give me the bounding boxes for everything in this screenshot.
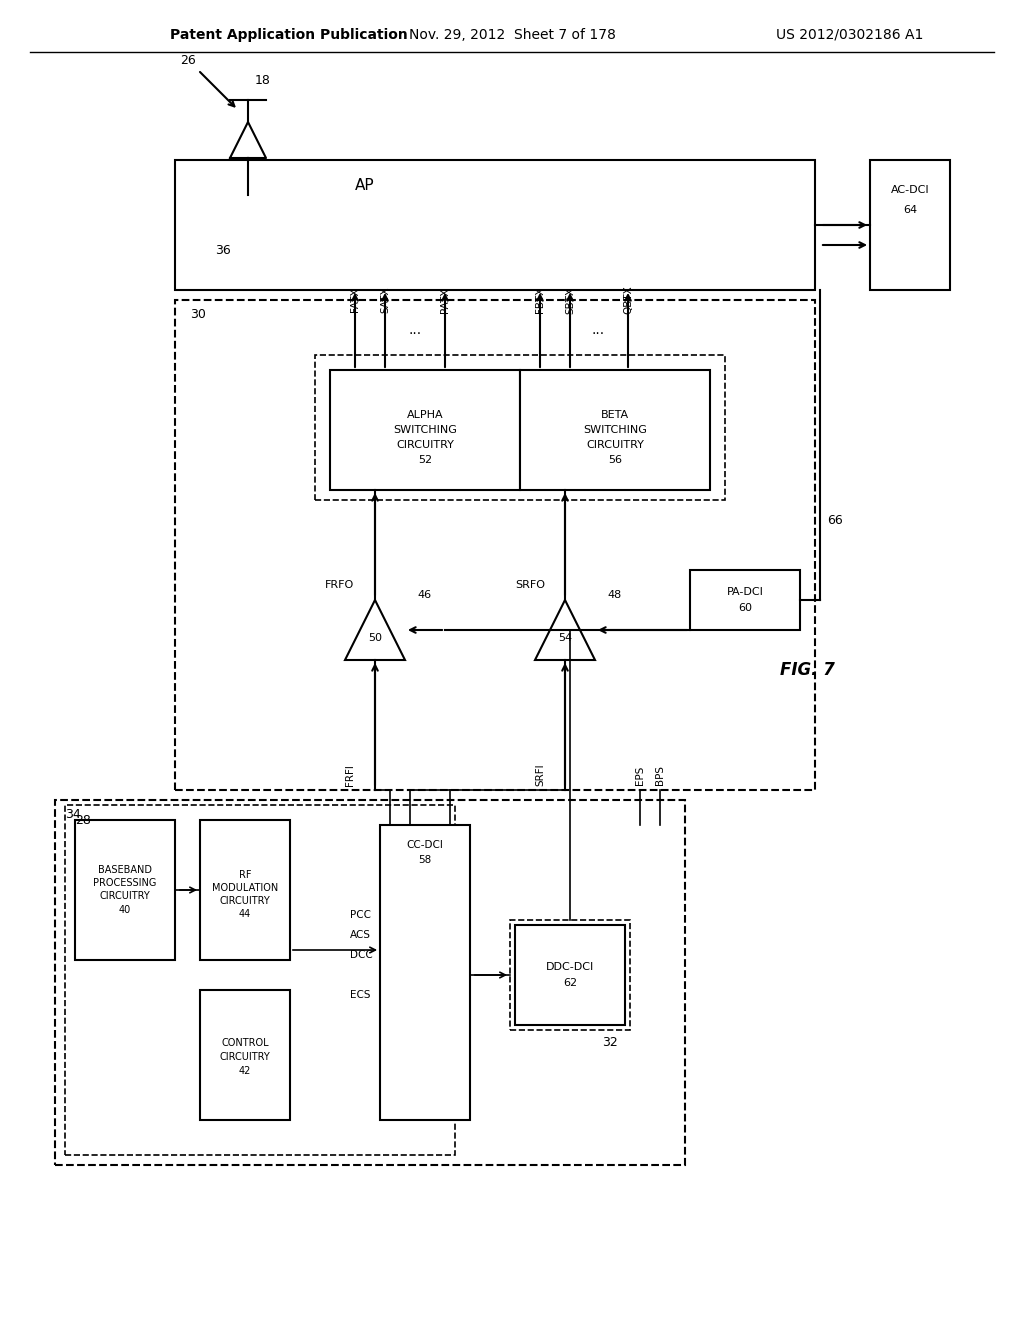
- Text: ...: ...: [409, 323, 422, 337]
- Text: 42: 42: [239, 1067, 251, 1076]
- Text: 32: 32: [602, 1035, 617, 1048]
- Bar: [330, 370, 520, 490]
- Text: EPS: EPS: [635, 766, 645, 784]
- Text: 40: 40: [119, 906, 131, 915]
- Text: AC-DCI: AC-DCI: [891, 185, 930, 195]
- Text: 36: 36: [215, 243, 230, 256]
- Text: RF: RF: [239, 870, 251, 880]
- Text: Patent Application Publication: Patent Application Publication: [170, 28, 408, 42]
- Text: PROCESSING: PROCESSING: [93, 878, 157, 888]
- Text: ACS: ACS: [350, 931, 371, 940]
- Bar: [515, 925, 625, 1026]
- Bar: [55, 800, 685, 1166]
- Text: FATX: FATX: [350, 288, 360, 313]
- Text: Nov. 29, 2012  Sheet 7 of 178: Nov. 29, 2012 Sheet 7 of 178: [409, 28, 615, 42]
- Text: 54: 54: [558, 634, 572, 643]
- Text: US 2012/0302186 A1: US 2012/0302186 A1: [776, 28, 924, 42]
- Text: 50: 50: [368, 634, 382, 643]
- Text: SRFI: SRFI: [535, 764, 545, 787]
- Bar: [175, 300, 815, 789]
- Bar: [200, 990, 290, 1119]
- Text: ...: ...: [592, 323, 604, 337]
- Text: 56: 56: [608, 455, 622, 465]
- Text: CIRCUITRY: CIRCUITRY: [219, 896, 270, 906]
- Text: CC-DCI: CC-DCI: [407, 840, 443, 850]
- Text: BPS: BPS: [655, 766, 665, 785]
- Text: PCC: PCC: [350, 909, 371, 920]
- Bar: [870, 160, 950, 290]
- Text: FRFI: FRFI: [345, 764, 355, 785]
- Bar: [75, 820, 175, 960]
- Text: 52: 52: [418, 455, 432, 465]
- Text: PA-DCI: PA-DCI: [727, 587, 764, 597]
- Text: QBTX: QBTX: [623, 285, 633, 314]
- Text: SWITCHING: SWITCHING: [393, 425, 457, 436]
- Text: 46: 46: [418, 590, 432, 601]
- Text: 18: 18: [255, 74, 271, 87]
- Text: 44: 44: [239, 909, 251, 919]
- Text: SWITCHING: SWITCHING: [583, 425, 647, 436]
- Text: 64: 64: [903, 205, 918, 215]
- Text: CIRCUITRY: CIRCUITRY: [586, 440, 644, 450]
- Text: ECS: ECS: [350, 990, 371, 1001]
- Text: SBTX: SBTX: [565, 286, 575, 314]
- Text: DCC: DCC: [350, 950, 373, 960]
- Text: 30: 30: [190, 309, 206, 322]
- Bar: [380, 825, 470, 1119]
- Text: 34: 34: [65, 808, 81, 821]
- Text: CIRCUITRY: CIRCUITRY: [396, 440, 454, 450]
- Text: FRFO: FRFO: [326, 579, 354, 590]
- Text: 62: 62: [563, 978, 578, 987]
- Text: 26: 26: [180, 54, 196, 66]
- Text: CONTROL: CONTROL: [221, 1038, 269, 1048]
- Text: BETA: BETA: [601, 411, 629, 420]
- Bar: [175, 160, 815, 290]
- Text: 48: 48: [608, 590, 623, 601]
- Text: FBTX: FBTX: [535, 286, 545, 313]
- Text: 60: 60: [738, 603, 752, 612]
- Text: FIG. 7: FIG. 7: [780, 661, 835, 678]
- Text: 66: 66: [827, 513, 843, 527]
- Bar: [520, 370, 710, 490]
- Text: SATX: SATX: [380, 286, 390, 313]
- Text: AP: AP: [355, 177, 375, 193]
- Bar: [510, 920, 630, 1030]
- Text: BASEBAND: BASEBAND: [98, 865, 152, 875]
- Text: CIRCUITRY: CIRCUITRY: [99, 891, 151, 902]
- Text: ALPHA: ALPHA: [407, 411, 443, 420]
- Text: PATX: PATX: [440, 288, 450, 313]
- Text: 28: 28: [75, 813, 91, 826]
- Text: DDC-DCI: DDC-DCI: [546, 962, 594, 972]
- Bar: [690, 570, 800, 630]
- Bar: [200, 820, 290, 960]
- Text: MODULATION: MODULATION: [212, 883, 279, 894]
- Text: SRFO: SRFO: [515, 579, 545, 590]
- Text: 58: 58: [419, 855, 432, 865]
- Text: CIRCUITRY: CIRCUITRY: [219, 1052, 270, 1063]
- Bar: [315, 355, 725, 500]
- Bar: [65, 805, 455, 1155]
